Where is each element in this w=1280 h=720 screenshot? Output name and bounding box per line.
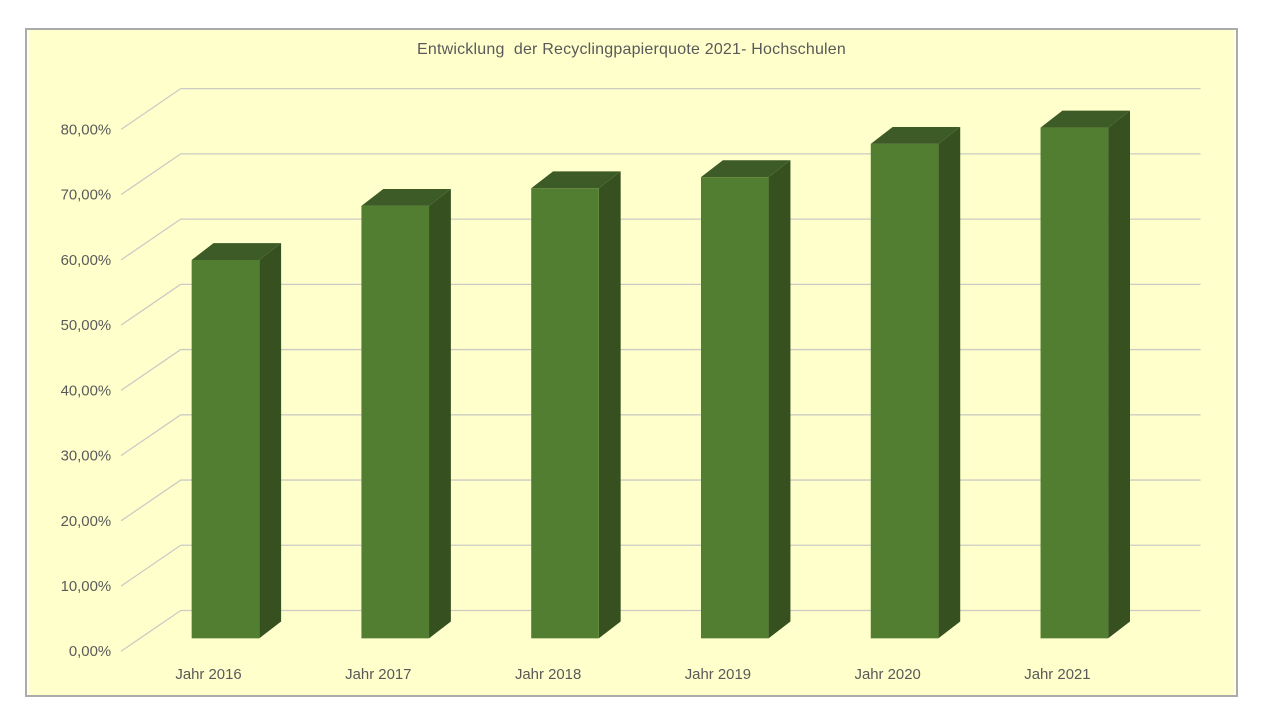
bar-jahr-2018	[531, 188, 599, 639]
axis-tick	[120, 349, 182, 391]
bar-side-face	[1108, 110, 1131, 639]
x-axis-category-label: Jahr 2019	[685, 667, 751, 683]
y-axis-tick-label: 20,00%	[61, 514, 112, 530]
y-axis-tick-label: 30,00%	[61, 449, 112, 465]
axis-tick	[120, 609, 182, 652]
x-axis-category-label: Jahr 2018	[515, 667, 581, 683]
x-axis-category-label: Jahr 2016	[175, 667, 241, 683]
plot-area: 0,00% 10,00% 20,00% 30,00% 40,00% 50,00% 60,00…	[28, 30, 1235, 695]
bar-jahr-2016	[191, 259, 260, 639]
bar-jahr-2017	[361, 205, 430, 639]
bar-top-face	[870, 126, 961, 144]
bar-top-face	[1040, 110, 1131, 128]
bar-top-face	[191, 243, 282, 260]
x-axis-category-label: Jahr 2017	[345, 667, 411, 683]
bar-side-face	[768, 160, 791, 639]
axis-tick	[120, 153, 182, 196]
y-axis-tick-label: 70,00%	[61, 188, 112, 204]
bar-side-face	[938, 126, 961, 639]
bar-top-face	[700, 160, 791, 178]
bar-top-face	[531, 171, 621, 189]
axis-tick	[120, 544, 182, 587]
chart-area: 0,00% 10,00% 20,00% 30,00% 40,00% 50,00% 60,00…	[25, 28, 1238, 697]
y-axis-tick-label: 60,00%	[61, 253, 112, 269]
bar-side-face	[259, 243, 282, 639]
y-axis-tick-label: 50,00%	[61, 318, 112, 334]
bar-jahr-2019	[700, 177, 769, 639]
bar-top-face	[361, 188, 451, 206]
x-axis-category-label: Jahr 2021	[1024, 667, 1090, 683]
bar-jahr-2020	[870, 143, 939, 639]
chart-title: Entwicklung der Recyclingpapierquote 202…	[416, 41, 847, 58]
y-axis-tick-label: 0,00%	[69, 644, 111, 660]
axis-tick	[120, 479, 182, 522]
axis-tick	[120, 88, 182, 130]
axis-tick	[120, 414, 182, 457]
y-axis-tick-label: 80,00%	[61, 122, 112, 138]
bar-side-face	[429, 188, 451, 639]
y-axis-tick-label: 40,00%	[61, 383, 112, 399]
x-axis-category-label: Jahr 2020	[855, 667, 921, 683]
axis-tick	[120, 283, 182, 326]
axis-tick	[120, 218, 182, 261]
bar-side-face	[598, 171, 621, 639]
y-axis-tick-label: 10,00%	[61, 579, 112, 595]
bar-jahr-2021	[1040, 127, 1109, 639]
